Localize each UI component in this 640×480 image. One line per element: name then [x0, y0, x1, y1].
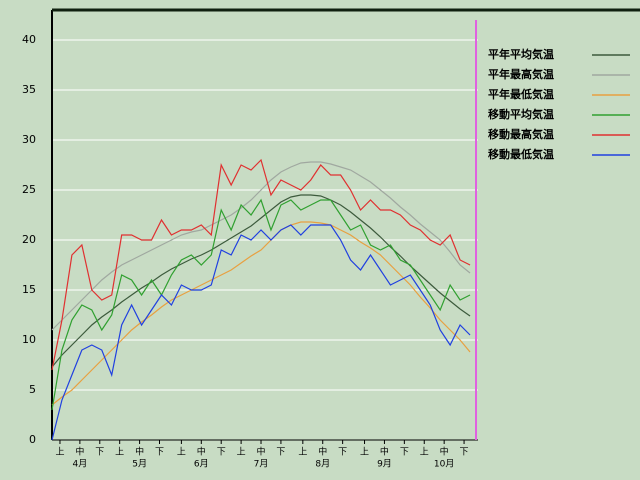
- y-tick-label: 15: [22, 283, 36, 296]
- x-tick-label: 中: [257, 446, 266, 458]
- series-line: [51, 224, 471, 441]
- series-line: [51, 161, 471, 331]
- series-line: [51, 198, 471, 411]
- legend-label: 移動平均気温: [488, 107, 554, 121]
- month-label: 9月: [377, 459, 392, 470]
- month-label: 7月: [254, 459, 269, 470]
- x-tick-label: 中: [135, 446, 144, 458]
- legend-label: 移動最高気温: [488, 127, 554, 141]
- x-tick-label: 上: [298, 447, 307, 458]
- month-label: 5月: [132, 459, 147, 470]
- series-line: [51, 158, 471, 371]
- x-tick-label: 上: [360, 447, 369, 458]
- series-line: [51, 221, 471, 406]
- month-label: 6月: [194, 459, 209, 470]
- x-tick-label: 上: [237, 447, 246, 458]
- x-tick-label: 下: [217, 448, 226, 458]
- x-tick-label: 中: [318, 446, 327, 458]
- x-tick-label: 下: [276, 448, 285, 458]
- y-tick-label: 35: [22, 83, 36, 96]
- x-tick-label: 下: [155, 448, 164, 458]
- x-tick-label: 上: [115, 447, 124, 458]
- x-tick-label: 中: [440, 446, 449, 458]
- x-tick-label: 中: [380, 446, 389, 458]
- y-tick-label: 30: [22, 133, 36, 146]
- y-tick-label: 25: [22, 183, 36, 196]
- x-tick-label: 下: [400, 448, 409, 458]
- month-label: 4月: [73, 459, 88, 470]
- legend-label: 平年最高気温: [488, 67, 554, 81]
- x-tick-label: 下: [95, 448, 104, 458]
- y-tick-label: 0: [29, 433, 36, 446]
- y-tick-label: 5: [29, 383, 36, 396]
- y-tick-label: 10: [22, 333, 36, 346]
- series-line: [51, 194, 471, 368]
- x-tick-label: 上: [420, 447, 429, 458]
- x-tick-label: 上: [55, 447, 64, 458]
- x-tick-label: 下: [338, 448, 347, 458]
- x-tick-label: 中: [75, 446, 84, 458]
- y-tick-label: 20: [22, 233, 36, 246]
- legend-label: 平年平均気温: [488, 47, 554, 61]
- month-label: 10月: [434, 459, 454, 470]
- x-tick-label: 下: [460, 448, 469, 458]
- legend-label: 平年最低気温: [488, 87, 554, 101]
- y-tick-label: 40: [22, 33, 36, 46]
- month-label: 8月: [315, 459, 330, 470]
- x-tick-label: 中: [197, 446, 206, 458]
- legend-label: 移動最低気温: [488, 147, 554, 161]
- x-tick-label: 上: [177, 447, 186, 458]
